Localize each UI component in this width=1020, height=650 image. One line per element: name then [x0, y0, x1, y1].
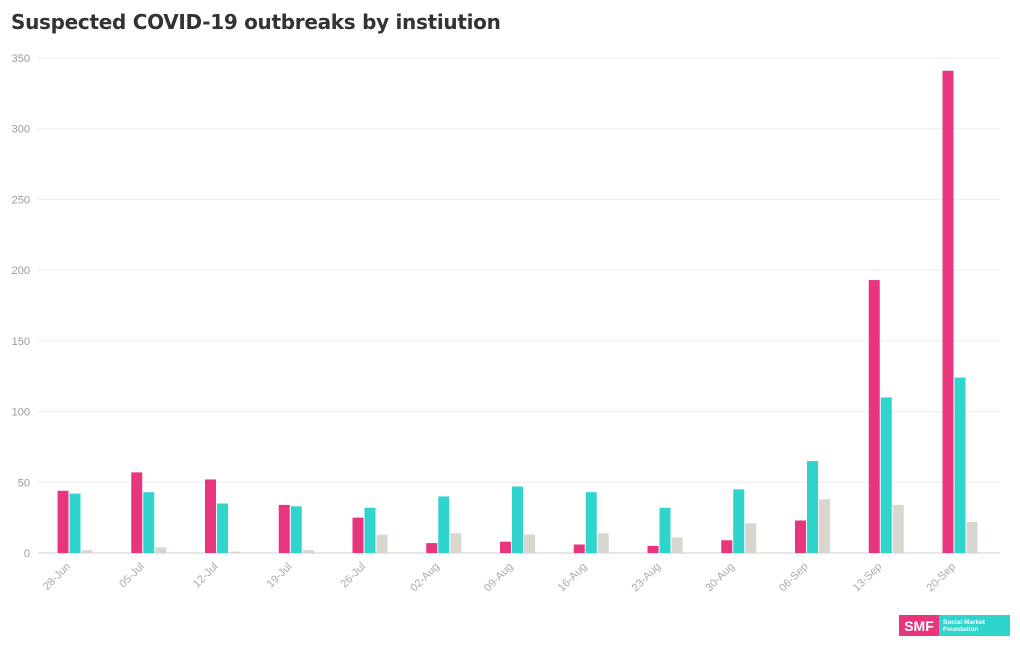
bar	[597, 533, 609, 553]
bar	[131, 472, 143, 553]
bar	[229, 551, 240, 553]
bar	[966, 521, 978, 553]
bar	[57, 490, 69, 553]
bar	[217, 503, 228, 553]
y-tick-label: 0	[24, 548, 30, 560]
bars	[57, 70, 978, 553]
bar	[81, 550, 93, 553]
bar	[205, 479, 216, 553]
bar	[647, 545, 659, 553]
bar	[155, 547, 167, 553]
bar	[733, 489, 745, 553]
x-tick-label: 30-Aug	[703, 561, 737, 595]
chart-title: Suspected COVID-19 outbreaks by instiuti…	[11, 10, 501, 34]
bar	[524, 534, 535, 553]
y-tick-label: 150	[12, 336, 30, 348]
bar	[721, 540, 733, 553]
x-axis-ticks: 28-Jun 05-Jul 12-Jul 19-Jul 26-Jul 02-Aug 09-A…	[41, 561, 958, 595]
bar	[942, 70, 954, 553]
y-tick-label: 350	[12, 53, 30, 65]
x-tick-label: 12-Jul	[191, 561, 221, 591]
bar	[364, 507, 376, 553]
x-tick-label: 13-Sep	[851, 561, 885, 595]
smf-logo: SMF Social Market Foundation	[899, 615, 1010, 636]
bar	[892, 504, 904, 553]
bar	[450, 533, 462, 553]
x-tick-label: 05-Jul	[117, 561, 147, 591]
bar	[868, 280, 880, 553]
bar	[376, 534, 388, 553]
bar	[69, 493, 81, 553]
logo-line-1: Social Market	[943, 618, 985, 626]
x-tick-label: 09-Aug	[482, 561, 516, 595]
x-tick-label: 06-Sep	[777, 561, 811, 595]
bar	[954, 377, 966, 553]
bar	[807, 461, 818, 553]
bar	[302, 550, 314, 553]
logo-name: Social Market Foundation	[939, 615, 1010, 636]
bar	[500, 541, 511, 553]
bar	[671, 537, 683, 553]
bar	[819, 499, 830, 553]
bar	[585, 492, 597, 553]
y-tick-label: 200	[12, 265, 30, 277]
bar	[278, 504, 290, 553]
gridlines	[38, 57, 1000, 554]
y-tick-label: 250	[12, 194, 30, 206]
x-tick-label: 26-Jul	[338, 561, 368, 591]
bar	[659, 507, 671, 553]
x-tick-label: 20-Sep	[925, 561, 959, 595]
x-tick-label: 19-Jul	[265, 561, 295, 591]
bar	[745, 523, 757, 553]
bar	[426, 543, 438, 553]
bar	[880, 397, 892, 553]
x-tick-label: 16-Aug	[556, 561, 590, 595]
y-tick-label: 50	[18, 477, 30, 489]
x-tick-label: 23-Aug	[630, 561, 664, 595]
x-tick-label: 28-Jun	[41, 561, 73, 593]
bar	[290, 506, 302, 553]
bar	[795, 520, 806, 553]
x-tick-label: 02-Aug	[408, 561, 442, 595]
bar	[143, 492, 155, 553]
bar	[352, 517, 364, 553]
logo-line-2: Foundation	[943, 625, 979, 633]
y-tick-label: 300	[12, 124, 30, 136]
y-tick-label: 100	[12, 407, 30, 419]
logo-mark: SMF	[899, 615, 939, 636]
bar	[512, 486, 523, 553]
bar	[438, 496, 450, 553]
y-axis-ticks: 0 50 100 150 200 250 300 350	[12, 53, 30, 560]
bar	[573, 544, 585, 553]
